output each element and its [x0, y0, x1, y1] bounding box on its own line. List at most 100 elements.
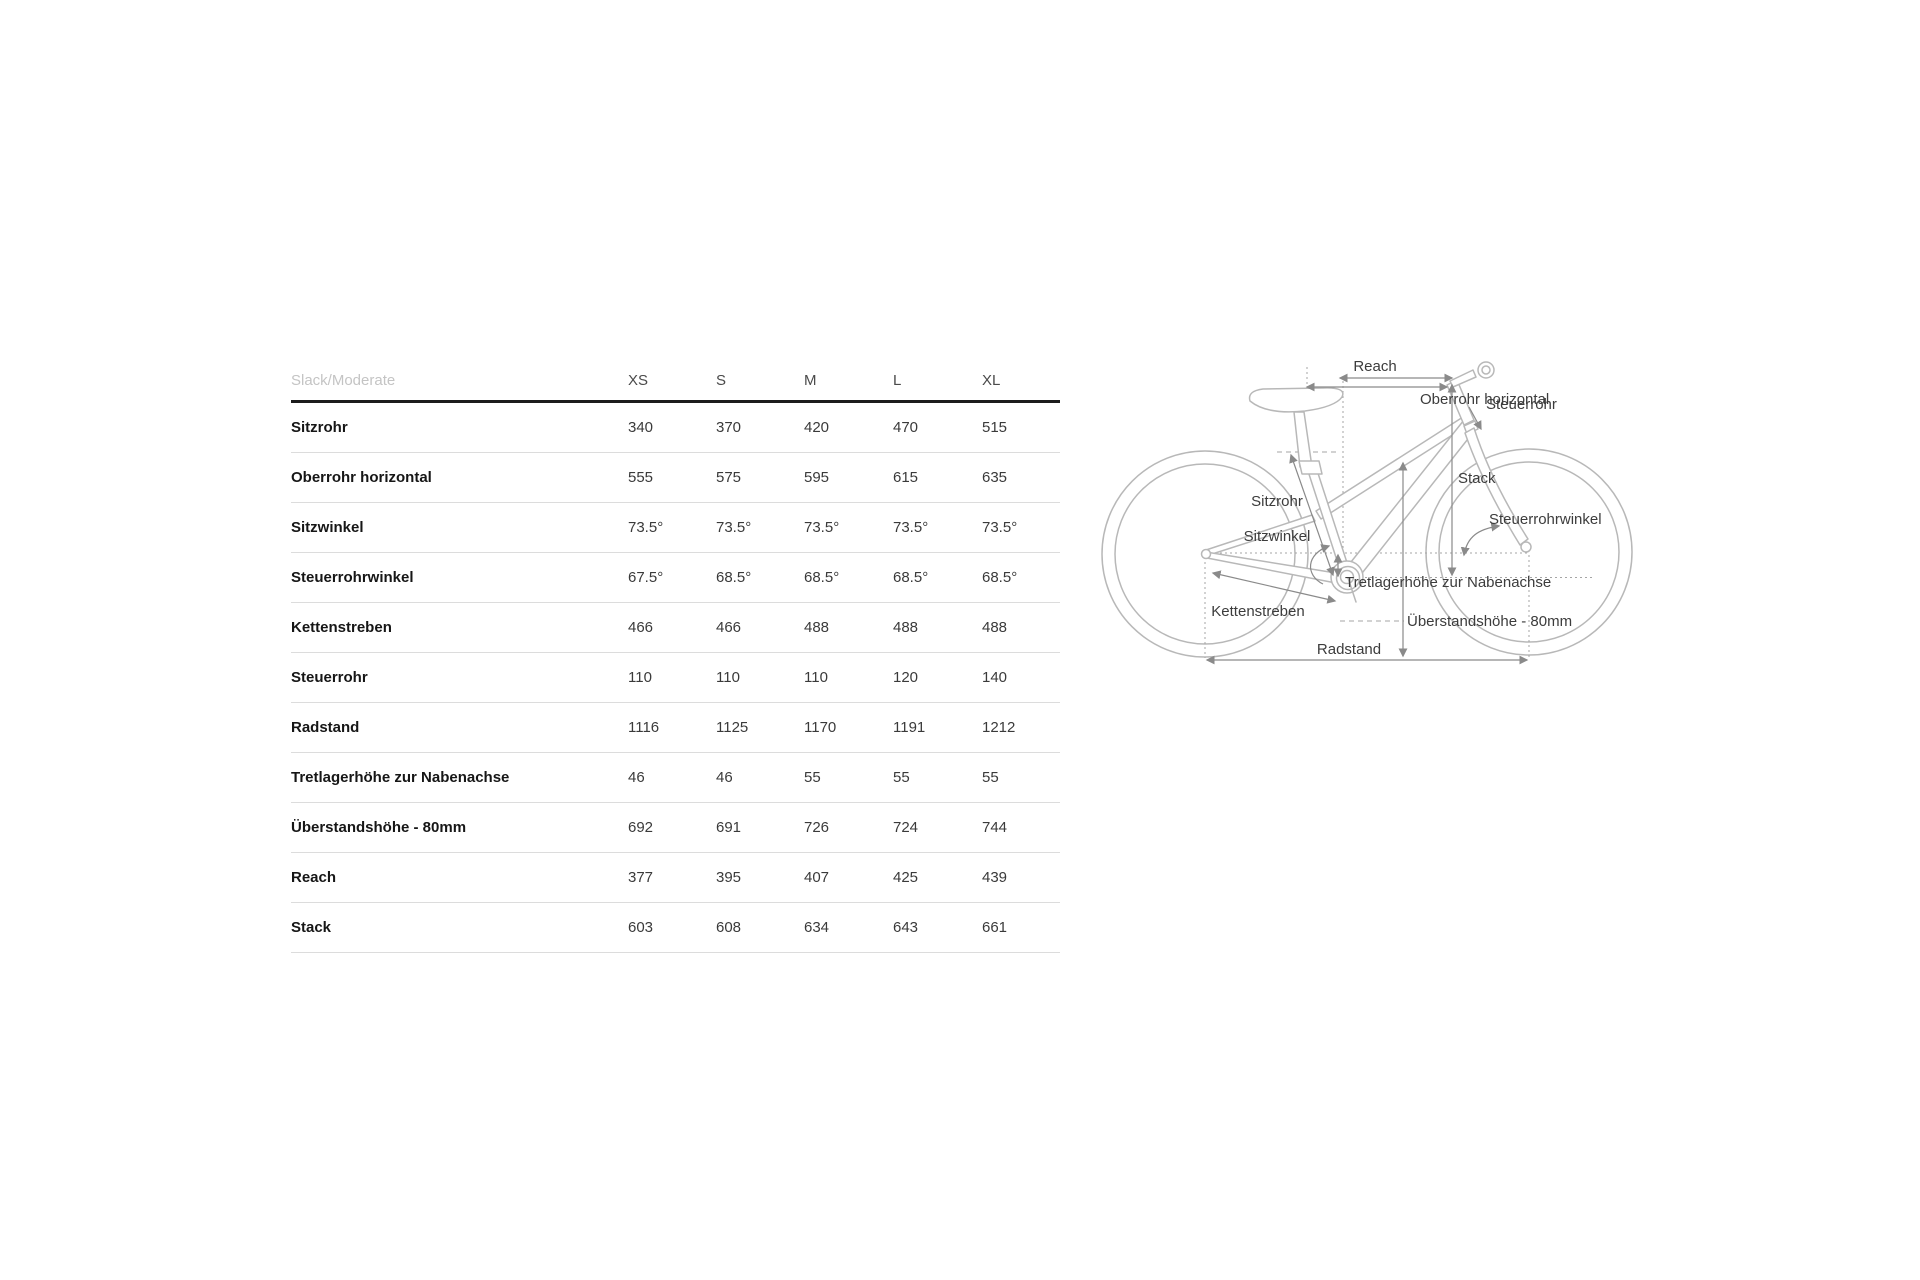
steuerrohr-arrow — [1468, 406, 1482, 431]
row-value: 110 — [716, 669, 740, 686]
row-value: 634 — [804, 919, 830, 936]
row-label: Tretlagerhöhe zur Nabenachse — [291, 769, 510, 786]
chainring — [1335, 565, 1361, 591]
row-value: 55 — [893, 769, 910, 786]
row-value: 68.5° — [893, 569, 929, 586]
row-value: 377 — [628, 869, 654, 886]
radstand-label: Radstand — [1317, 641, 1381, 658]
row-value: 1212 — [982, 719, 1016, 736]
fork — [1464, 427, 1529, 546]
row-value: 603 — [628, 919, 654, 936]
row-label: Stack — [291, 919, 332, 936]
row-value: 73.5° — [628, 519, 664, 536]
tretlagerhoehe-label: Tretlagerhöhe zur Nabenachse — [1345, 574, 1551, 591]
row-label: Kettenstreben — [291, 619, 392, 636]
table-row: Kettenstreben 466 466 488 488 488 — [291, 603, 1060, 653]
row-value: 395 — [716, 869, 742, 886]
size-column-header: L — [893, 371, 902, 389]
table-row: Steuerrohr 110 110 110 120 140 — [291, 653, 1060, 703]
diagram-labels: Reach Oberrohr horizontal Steuerrohr Sta… — [1211, 358, 1601, 658]
row-value: 110 — [628, 669, 652, 686]
table-title: Slack/Moderate — [291, 371, 396, 389]
front-dropout — [1520, 541, 1532, 553]
table-row: Sitzrohr 340 370 420 470 515 — [291, 403, 1060, 453]
table-row: Überstandshöhe - 80mm 692 691 726 724 744 — [291, 803, 1060, 853]
row-value: 595 — [804, 469, 830, 486]
row-value: 515 — [982, 419, 1008, 436]
row-value: 68.5° — [804, 569, 840, 586]
row-value: 470 — [893, 419, 919, 436]
steuerrohrwinkel-label: Steuerrohrwinkel — [1489, 511, 1602, 528]
row-value: 1116 — [628, 719, 660, 736]
stack-label: Stack — [1458, 470, 1496, 487]
row-value: 68.5° — [716, 569, 752, 586]
measurement-arrows — [1205, 373, 1529, 665]
row-value: 1125 — [716, 719, 749, 736]
row-value: 692 — [628, 819, 654, 836]
row-value: 439 — [982, 869, 1008, 886]
row-value: 488 — [804, 619, 830, 636]
oberrohr-label: Oberrohr horizontal — [1420, 391, 1549, 408]
seat-clamp — [1298, 460, 1323, 475]
row-value: 726 — [804, 819, 830, 836]
size-column-header: S — [716, 371, 727, 389]
table-row: Radstand 1116 1125 1170 1191 1212 — [291, 703, 1060, 753]
size-column-header: M — [804, 371, 817, 389]
row-value: 744 — [982, 819, 1008, 836]
row-value: 46 — [716, 769, 733, 786]
geometry-table: Slack/Moderate XS S M L XL Sitzrohr 340 37… — [291, 360, 1060, 953]
row-label: Steuerrohrwinkel — [291, 569, 414, 586]
ueberstandshoehe-label: Überstandshöhe - 80mm — [1407, 612, 1572, 630]
row-value: 425 — [893, 869, 919, 886]
chain-stay — [1205, 551, 1343, 585]
crank-arm — [1347, 577, 1357, 603]
row-value: 1170 — [804, 719, 837, 736]
table-row: Reach 377 395 407 425 439 — [291, 853, 1060, 903]
saddle — [1248, 387, 1344, 413]
row-value: 73.5° — [716, 519, 752, 536]
row-value: 615 — [893, 469, 919, 486]
row-value: 724 — [893, 819, 919, 836]
row-label: Oberrohr horizontal — [291, 469, 432, 486]
size-column-header: XL — [982, 371, 1001, 389]
steuerrohrwinkel-arc — [1460, 522, 1501, 557]
size-column-header: XS — [628, 371, 649, 389]
row-label: Überstandshöhe - 80mm — [291, 819, 467, 836]
row-value: 370 — [716, 419, 742, 436]
table-row: Sitzwinkel 73.5° 73.5° 73.5° 73.5° 73.5° — [291, 503, 1060, 553]
geometry-table-header: Slack/Moderate XS S M L XL — [291, 360, 1060, 400]
row-value: 55 — [804, 769, 821, 786]
row-value: 488 — [982, 619, 1008, 636]
row-value: 68.5° — [982, 569, 1018, 586]
table-row: Oberrohr horizontal 555 575 595 615 635 — [291, 453, 1060, 503]
row-label: Sitzwinkel — [291, 519, 364, 536]
row-value: 73.5° — [893, 519, 929, 536]
row-value: 140 — [982, 669, 1008, 686]
row-value: 55 — [982, 769, 999, 786]
rear-dropout — [1200, 548, 1212, 560]
sitzrohr-label: Sitzrohr — [1251, 493, 1303, 510]
row-value: 691 — [716, 819, 742, 836]
row-value: 661 — [982, 919, 1008, 936]
row-label: Radstand — [291, 719, 360, 736]
row-value: 73.5° — [804, 519, 840, 536]
stem — [1449, 369, 1477, 388]
row-label: Sitzrohr — [291, 419, 348, 436]
row-value: 555 — [628, 469, 654, 486]
row-value: 110 — [804, 669, 828, 686]
row-value: 575 — [716, 469, 742, 486]
row-value: 635 — [982, 469, 1008, 486]
row-value: 407 — [804, 869, 830, 886]
geometry-table-body: Sitzrohr 340 370 420 470 515 Oberrohr horizont… — [291, 400, 1060, 953]
row-value: 1191 — [893, 719, 926, 736]
kettenstreben-arrow — [1211, 570, 1337, 604]
row-value: 643 — [893, 919, 919, 936]
row-value: 67.5° — [628, 569, 664, 586]
bike-geometry-diagram: Reach Oberrohr horizontal Steuerrohr Sta… — [1101, 358, 1633, 665]
row-value: 488 — [893, 619, 919, 636]
row-value: 73.5° — [982, 519, 1018, 536]
row-value: 466 — [716, 619, 742, 636]
row-label: Steuerrohr — [291, 669, 368, 686]
row-value: 46 — [628, 769, 645, 786]
row-value: 420 — [804, 419, 830, 436]
